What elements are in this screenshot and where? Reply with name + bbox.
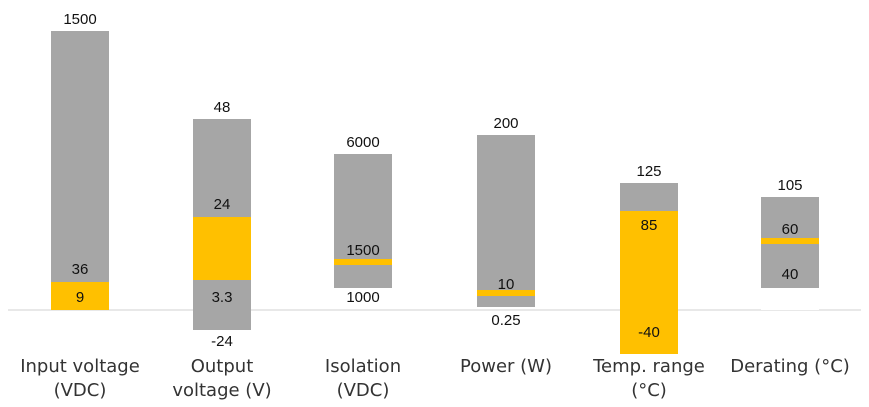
value-label-top: 48 bbox=[214, 99, 231, 116]
category-label-line: (VDC) bbox=[337, 380, 390, 401]
highlight-bar bbox=[193, 217, 251, 280]
category-label: Isolation (VDC) bbox=[325, 356, 401, 401]
value-label-mid: 85 bbox=[641, 217, 658, 234]
category-label-line: voltage (V) bbox=[172, 380, 271, 401]
range-bar bbox=[334, 154, 392, 288]
range-bar bbox=[477, 135, 535, 307]
category-label-line: (VDC) bbox=[54, 380, 107, 401]
value-label-mid: 36 bbox=[72, 261, 89, 278]
category-output-voltage: 48 24 3.3 -24 Output voltage (V) bbox=[172, 99, 271, 401]
value-label-mid: 24 bbox=[214, 196, 231, 213]
category-label-line: Input voltage bbox=[20, 356, 140, 377]
highlight-bar bbox=[477, 290, 535, 296]
value-label-low: 3.3 bbox=[212, 289, 233, 306]
highlight-bar bbox=[334, 259, 392, 265]
highlight-bar bbox=[51, 282, 109, 310]
category-label: Temp. range (°C) bbox=[592, 356, 705, 401]
gap-bar bbox=[761, 288, 819, 310]
highlight-bar bbox=[761, 238, 819, 244]
value-label-low: 9 bbox=[76, 289, 84, 306]
highlight-bar bbox=[620, 211, 678, 354]
value-label-mid: 1500 bbox=[346, 242, 379, 259]
value-label-top: 105 bbox=[777, 177, 802, 194]
value-label-low: 40 bbox=[782, 266, 799, 283]
category-isolation: 6000 1500 1000 Isolation (VDC) bbox=[325, 134, 401, 401]
value-label-top: 200 bbox=[493, 115, 518, 132]
category-label-line: Output bbox=[191, 356, 254, 377]
category-label-line: Isolation bbox=[325, 356, 401, 377]
value-label-bottom: 0.25 bbox=[491, 312, 520, 329]
category-label: Power (W) bbox=[460, 356, 552, 377]
value-label-mid: 10 bbox=[498, 276, 515, 293]
category-temp-range: 125 85 -40 Temp. range (°C) bbox=[592, 163, 705, 401]
value-label-bottom: -24 bbox=[211, 333, 233, 350]
value-label-top: 6000 bbox=[346, 134, 379, 151]
category-derating: 105 60 40 Derating (°C) bbox=[730, 177, 850, 377]
value-label-bottom: 1000 bbox=[346, 289, 379, 306]
value-label-low: -40 bbox=[638, 324, 660, 341]
category-label-line: Derating (°C) bbox=[730, 356, 850, 377]
category-label: Input voltage (VDC) bbox=[20, 356, 140, 401]
category-label: Derating (°C) bbox=[730, 356, 850, 377]
category-label-line: Temp. range bbox=[592, 356, 705, 377]
value-label-mid: 60 bbox=[782, 221, 799, 238]
category-label-line: Power (W) bbox=[460, 356, 552, 377]
value-label-top: 1500 bbox=[63, 11, 96, 28]
category-label-line: (°C) bbox=[631, 380, 667, 401]
category-input-voltage: 1500 36 9 Input voltage (VDC) bbox=[20, 11, 140, 401]
range-bar bbox=[51, 31, 109, 310]
category-label: Output voltage (V) bbox=[172, 356, 271, 401]
category-power: 200 10 0.25 Power (W) bbox=[460, 115, 552, 377]
value-label-top: 125 bbox=[636, 163, 661, 180]
